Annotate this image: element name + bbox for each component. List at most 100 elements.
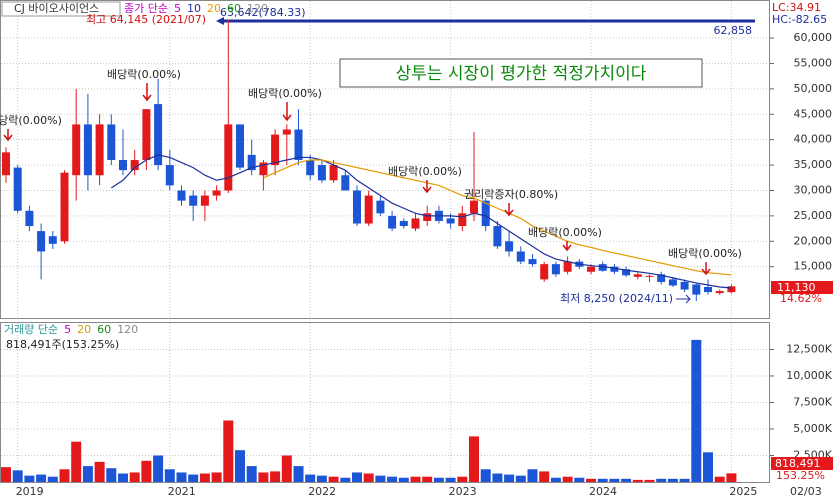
candle-body — [516, 251, 525, 262]
volume-bar — [398, 477, 409, 482]
volume-bar — [246, 466, 257, 482]
volume-bar — [586, 478, 596, 482]
volume-bar — [667, 478, 678, 482]
candle-body — [48, 236, 57, 244]
legend-entry: 5 — [64, 323, 71, 336]
candle-body — [388, 215, 397, 229]
annotation-arrow — [142, 83, 152, 102]
candle-body — [165, 165, 174, 186]
volume-bar — [422, 476, 433, 482]
candle-body — [329, 165, 338, 181]
volume-bar — [316, 475, 327, 482]
candle-body — [458, 213, 467, 227]
candle-body — [598, 264, 607, 271]
y-tick-label: 50,000 — [794, 82, 833, 95]
candle-body — [715, 291, 724, 294]
legend-entry: 120 — [247, 2, 268, 15]
candle-body — [83, 124, 92, 176]
candle-body — [376, 200, 385, 214]
candle-body — [119, 159, 127, 171]
legend-entry: 10 — [187, 2, 201, 15]
candle-body — [446, 218, 455, 224]
candle-body — [236, 124, 244, 168]
hc-label: HC:-82.65 — [772, 13, 827, 26]
x-tick-label: 2024 — [589, 485, 617, 498]
candle-body — [306, 159, 315, 176]
low-note: 최저 8,250 (2024/11) — [560, 292, 673, 305]
volume-bar — [36, 474, 47, 482]
y-tick-label: 25,000 — [794, 209, 833, 222]
legend-prefix: 종가 단순 — [124, 2, 168, 15]
candle-body — [189, 195, 198, 206]
volume-bar — [24, 475, 35, 482]
last-price-box — [771, 281, 833, 294]
volume-bar — [644, 479, 655, 482]
headline-box — [339, 58, 703, 88]
ref-line-label: 62,858 — [714, 24, 753, 37]
volume-bar — [714, 476, 725, 482]
last-ratio-label: 153.25% — [776, 469, 825, 482]
y-tick-label: 35,000 — [794, 158, 833, 171]
volume-bar — [550, 477, 561, 482]
volume-bar — [106, 468, 117, 482]
y-tick-label: 30,000 — [794, 183, 833, 196]
volume-bar — [328, 476, 339, 482]
x-tick-label: 2023 — [449, 485, 477, 498]
candle-body — [528, 259, 537, 265]
candle-body — [142, 109, 151, 160]
last-change-label: 14.62% — [780, 292, 822, 305]
x-tick-label: 2022 — [308, 485, 336, 498]
x-tick-label: 2021 — [168, 485, 196, 498]
volume-bar — [562, 476, 573, 482]
candle-body — [353, 190, 361, 224]
volume-bar — [188, 474, 199, 482]
volume-bar — [1, 467, 11, 482]
volume-bar — [118, 473, 128, 482]
volume-note: 818,491주(153.25%) — [6, 338, 119, 351]
y-tick-label: 15,000 — [794, 260, 833, 273]
volume-bar — [141, 460, 152, 482]
candle-body — [704, 287, 712, 293]
candle-body — [177, 190, 186, 201]
y-tick-label: 20,000 — [794, 234, 833, 247]
candle-body — [481, 200, 490, 227]
volume-bar — [527, 469, 538, 482]
lc-label: LC:34.91 — [772, 1, 821, 14]
volume-bar — [59, 469, 70, 482]
candle-body — [399, 220, 408, 227]
volume-bar — [153, 455, 164, 482]
candle-body — [13, 167, 22, 211]
volume-bar — [293, 466, 304, 482]
candle-body — [493, 226, 502, 247]
last-price-label: 11,130 — [777, 281, 816, 294]
candle-body — [271, 134, 280, 166]
legend-entry: 5 — [174, 2, 181, 15]
candle-body — [95, 124, 104, 176]
legend-entry: 60 — [227, 2, 241, 15]
title-box — [1, 1, 121, 17]
annotation: 배당락(0.00%) — [668, 247, 742, 260]
volume-bar — [621, 478, 632, 482]
volume-bar — [270, 471, 281, 482]
volume-bar — [164, 469, 175, 482]
volume-bar — [433, 477, 444, 482]
annotation-arrow — [701, 262, 711, 276]
candle-body — [411, 218, 420, 229]
volume-bar — [410, 476, 421, 482]
volume-bar — [539, 471, 550, 482]
volume-bar — [235, 450, 245, 482]
y-tick-label: 10,000K — [786, 369, 832, 382]
candle-body — [470, 200, 478, 214]
peak-note: 63,642(784.33) — [220, 6, 306, 19]
candle-body — [540, 264, 549, 280]
volume-bar — [281, 455, 292, 482]
candle-body — [505, 241, 514, 252]
annotation: 배당락(0.00%) — [388, 165, 462, 178]
annotation: 배당락(0.00%) — [0, 114, 62, 127]
volume-bar — [492, 473, 503, 482]
x-tick-label: 2025 — [729, 485, 757, 498]
volume-bar — [223, 420, 234, 482]
volume-bar — [94, 461, 105, 482]
volume-bar — [12, 470, 23, 482]
